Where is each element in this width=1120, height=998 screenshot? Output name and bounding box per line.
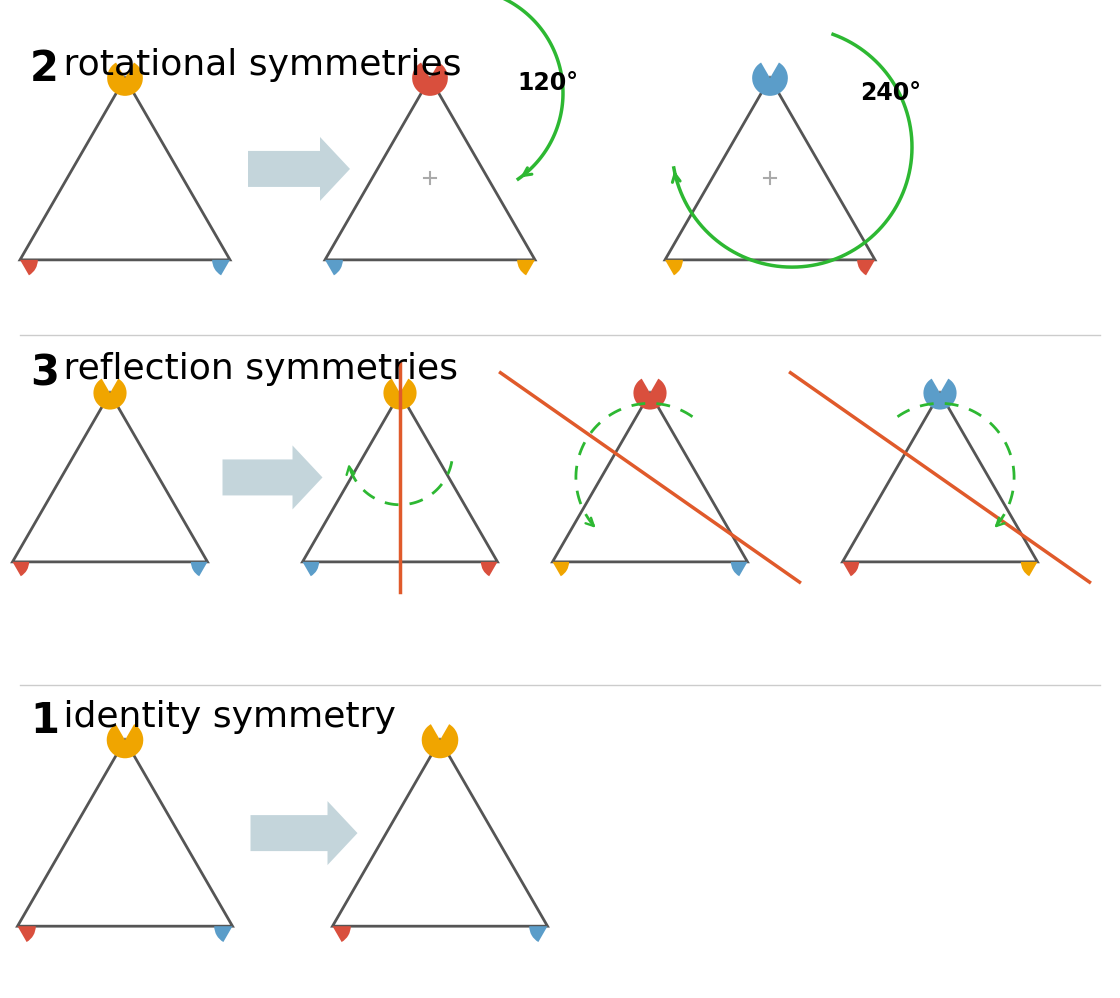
Text: rotational symmetries: rotational symmetries [52,48,461,82]
Text: reflection symmetries: reflection symmetries [52,352,458,386]
Text: 240°: 240° [860,81,921,105]
Wedge shape [517,259,535,275]
Text: 1: 1 [30,700,59,742]
Wedge shape [325,259,343,275]
Wedge shape [412,63,448,96]
Wedge shape [753,63,787,96]
Wedge shape [106,725,143,758]
Wedge shape [634,378,666,409]
Wedge shape [857,259,875,275]
Wedge shape [923,378,956,409]
Wedge shape [731,562,747,576]
Polygon shape [251,801,357,865]
Wedge shape [212,259,230,275]
Wedge shape [480,562,497,576]
Text: identity symmetry: identity symmetry [52,700,395,734]
Wedge shape [333,926,351,942]
Wedge shape [108,63,143,96]
Wedge shape [12,562,29,576]
Wedge shape [552,562,569,576]
Wedge shape [302,562,319,576]
Wedge shape [18,926,36,942]
Wedge shape [214,926,233,942]
Wedge shape [842,562,859,576]
Wedge shape [383,378,417,409]
Text: 2: 2 [30,48,59,90]
Wedge shape [422,725,458,758]
Text: 3: 3 [30,352,59,394]
Wedge shape [665,259,683,275]
Wedge shape [20,259,38,275]
Text: 120°: 120° [517,71,578,95]
Wedge shape [93,378,127,409]
Wedge shape [530,926,548,942]
Polygon shape [248,137,349,201]
Wedge shape [1021,562,1037,576]
Polygon shape [223,445,323,509]
Wedge shape [190,562,207,576]
